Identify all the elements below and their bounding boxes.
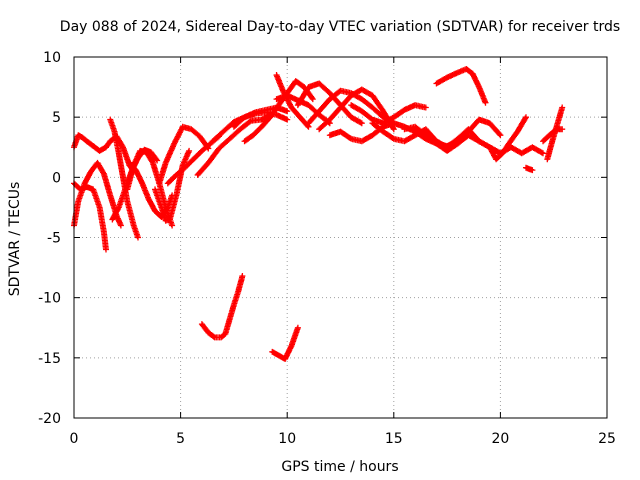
data-series	[486, 114, 529, 163]
data-series	[198, 273, 246, 341]
series-markers	[156, 123, 212, 187]
series-markers	[522, 164, 536, 174]
series-markers	[444, 116, 504, 151]
ticks: 0 5 10 15 20 25 -20 -15 -10 -5 0 5 10	[38, 50, 616, 447]
series-markers	[71, 132, 137, 175]
y-tick-label: -20	[38, 411, 61, 427]
series-markers	[544, 104, 566, 163]
data-series	[348, 102, 429, 127]
chart-title: Day 088 of 2024, Sidereal Day-to-day VTE…	[60, 19, 620, 35]
data-series	[126, 159, 176, 220]
series-markers	[273, 72, 312, 130]
x-tick-label: 0	[70, 431, 79, 447]
y-tick-label: 5	[52, 110, 61, 126]
data-series	[444, 116, 504, 151]
x-axis-label: GPS time / hours	[281, 459, 398, 475]
data-series	[71, 132, 137, 175]
series-markers	[126, 159, 176, 220]
series-markers	[433, 66, 489, 106]
y-tick-label: 0	[52, 170, 61, 186]
series-markers	[348, 102, 429, 127]
x-tick-label: 20	[491, 431, 509, 447]
series-markers	[269, 324, 301, 362]
x-tick-label: 5	[176, 431, 185, 447]
y-axis-label: SDTVAR / TECUs	[7, 182, 23, 297]
data-series	[544, 104, 566, 163]
data-layer	[71, 66, 566, 362]
y-tick-label: -5	[47, 231, 61, 247]
data-series	[433, 66, 489, 106]
x-tick-label: 15	[385, 431, 403, 447]
x-tick-label: 10	[278, 431, 296, 447]
data-series	[522, 164, 536, 174]
series-markers	[486, 114, 529, 163]
series-markers	[198, 273, 246, 341]
data-series	[269, 324, 301, 362]
y-tick-label: 10	[43, 50, 61, 66]
series-markers	[194, 111, 276, 178]
data-series	[194, 111, 276, 178]
data-series	[273, 72, 312, 130]
y-tick-label: -15	[38, 351, 61, 367]
x-tick-label: 25	[598, 431, 616, 447]
y-tick-label: -10	[38, 291, 61, 307]
data-series	[156, 123, 212, 187]
